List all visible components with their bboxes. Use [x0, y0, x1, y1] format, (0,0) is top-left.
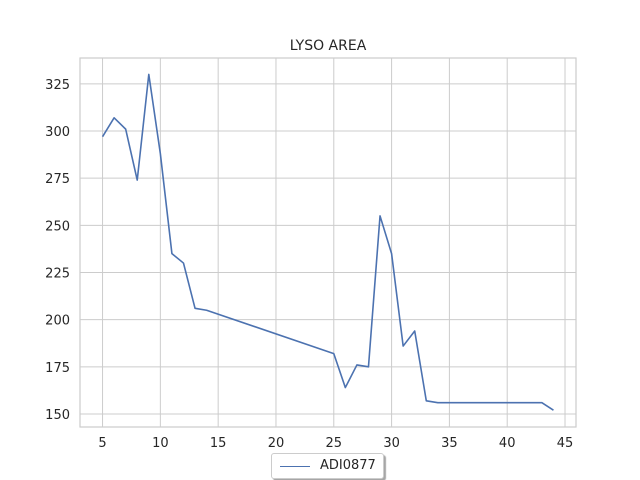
x-tick-label: 5 — [98, 436, 106, 451]
x-tick-label: 35 — [441, 436, 458, 451]
series-line-adi0877 — [101, 73, 554, 411]
y-tick-label: 250 — [45, 219, 70, 234]
plot-frame — [79, 57, 577, 428]
x-axis-tick-labels: 5 10 15 20 25 30 35 40 45 — [98, 436, 573, 451]
grid-lines — [80, 58, 576, 427]
x-tick-label: 25 — [326, 436, 343, 451]
legend: ADI0877 — [271, 453, 384, 479]
y-tick-label: 150 — [45, 408, 70, 423]
x-tick-label: 15 — [210, 436, 227, 451]
y-tick-label: 225 — [45, 266, 70, 281]
chart-title: LYSO AREA — [290, 38, 367, 54]
x-tick-label: 30 — [383, 436, 400, 451]
y-tick-label: 275 — [45, 172, 70, 187]
x-tick-label: 20 — [268, 436, 285, 451]
x-tick-label: 45 — [557, 436, 574, 451]
legend-swatch-adi0877 — [280, 466, 310, 467]
x-tick-label: 40 — [499, 436, 516, 451]
x-tick-label: 10 — [152, 436, 169, 451]
legend-label-adi0877: ADI0877 — [320, 458, 376, 473]
y-tick-label: 300 — [45, 125, 70, 140]
y-axis-tick-labels: 150 175 200 225 250 275 300 325 — [45, 78, 70, 423]
y-tick-label: 200 — [45, 314, 70, 329]
y-tick-label: 175 — [45, 361, 70, 376]
series-layer — [101, 73, 554, 411]
y-tick-label: 325 — [45, 78, 70, 93]
